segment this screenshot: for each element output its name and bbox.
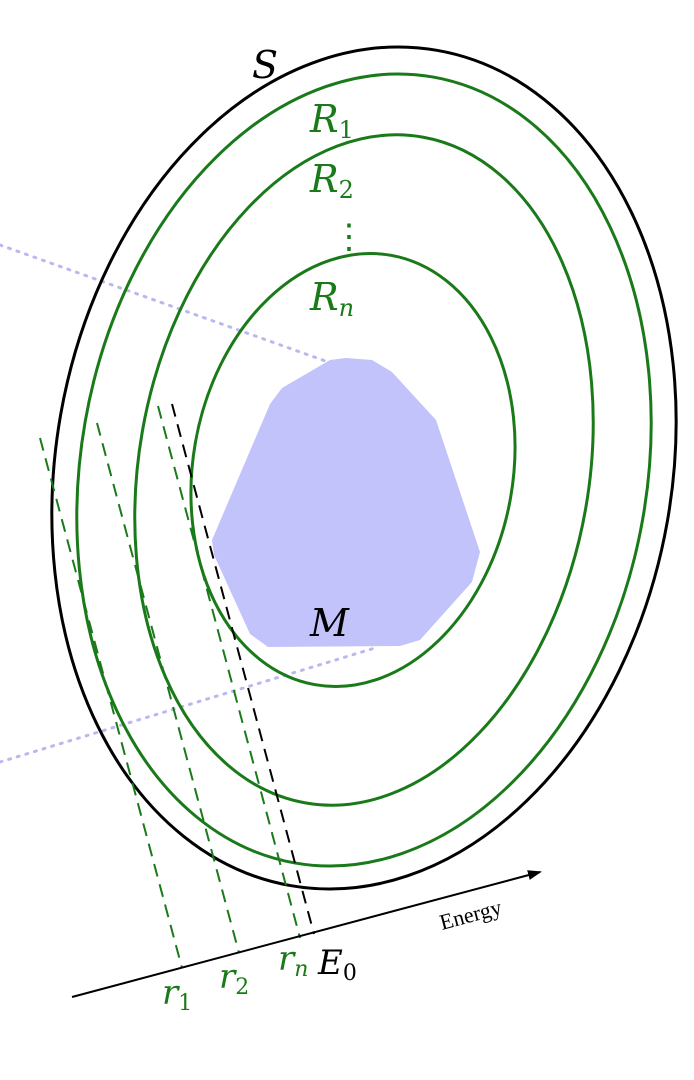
label-r2: r2 xyxy=(219,957,249,1000)
label-R2-subscript: 2 xyxy=(339,176,354,204)
label-M: M xyxy=(309,601,350,645)
label-S: S xyxy=(252,43,278,87)
label-rn: rn xyxy=(278,939,308,982)
label-R1: R1 xyxy=(309,97,354,144)
label-r1-letter: r xyxy=(162,973,180,1013)
projection-line-upper xyxy=(0,243,347,370)
label-R1-subscript: 1 xyxy=(339,116,354,144)
label-Rn-subscript: n xyxy=(339,294,354,322)
vertical-ellipsis: ⋮ xyxy=(332,217,366,257)
label-E0-letter: E xyxy=(317,943,343,983)
energy-axis-label: Energy xyxy=(437,894,504,934)
region-R1 xyxy=(75,72,653,868)
label-E0-subscript: 0 xyxy=(343,961,357,986)
region-Rn xyxy=(189,252,517,688)
label-R2-letter: R xyxy=(309,157,339,201)
label-R1-letter: R xyxy=(309,97,339,141)
label-E0: E0 xyxy=(317,943,357,986)
region-R2 xyxy=(133,133,595,807)
label-rn-letter: r xyxy=(278,939,296,979)
label-Rn: Rn xyxy=(309,275,354,322)
label-rn-subscript: n xyxy=(294,957,308,982)
level-line-rn xyxy=(157,405,301,939)
label-r2-subscript: 2 xyxy=(235,975,249,1000)
label-r2-letter: r xyxy=(219,957,237,997)
label-r1: r1 xyxy=(162,973,192,1016)
energy-axis xyxy=(71,870,542,998)
projection-line-lower xyxy=(0,646,377,764)
level-line-E0 xyxy=(171,403,315,935)
manifold-region xyxy=(212,358,480,647)
label-r1-subscript: 1 xyxy=(178,991,192,1016)
outer-set-S xyxy=(50,45,678,891)
label-Rn-letter: R xyxy=(309,275,339,319)
level-line-r2 xyxy=(96,422,240,954)
label-R2: R2 xyxy=(309,157,354,204)
level-line-r1 xyxy=(39,437,183,969)
